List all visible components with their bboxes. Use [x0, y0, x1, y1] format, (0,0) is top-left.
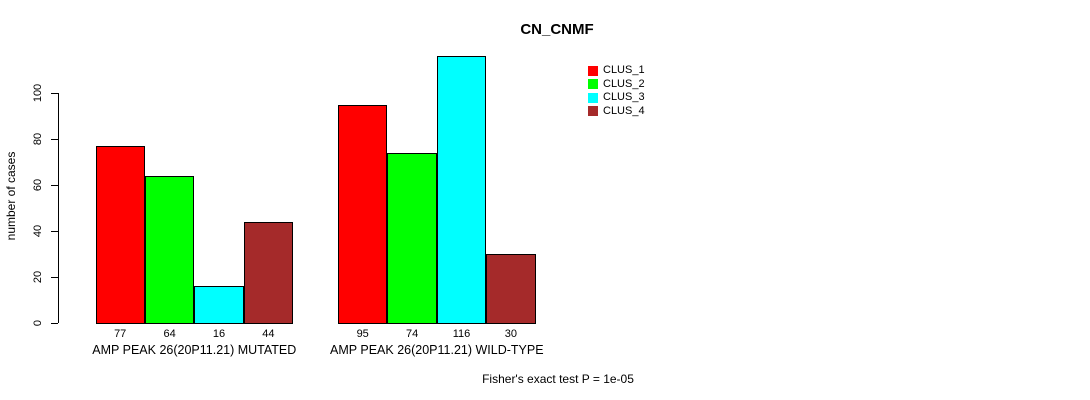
y-axis-tick — [51, 93, 58, 94]
bar — [338, 104, 388, 324]
bar — [387, 152, 437, 324]
bar — [486, 254, 536, 324]
bar-value-label: 74 — [405, 328, 419, 340]
y-axis-tick — [51, 185, 58, 186]
bar — [436, 56, 487, 324]
bar — [243, 221, 294, 324]
legend-label: CLUS_2 — [603, 77, 645, 90]
bar — [144, 175, 195, 324]
bar — [95, 145, 145, 324]
legend-swatch — [588, 65, 598, 76]
legend-item: CLUS_4 — [588, 105, 645, 119]
footer-annotation: Fisher's exact test P = 1e-05 — [482, 372, 634, 386]
group-label: AMP PEAK 26(20P11.21) MUTATED — [92, 343, 297, 357]
bar-value-label: 30 — [504, 328, 518, 340]
bar — [194, 286, 244, 324]
bar-value-label: 16 — [212, 328, 226, 340]
legend-swatch — [588, 79, 598, 90]
y-axis-tick-label: 100 — [32, 83, 44, 103]
y-axis-tick-label: 0 — [32, 319, 44, 327]
y-axis-tick — [51, 323, 58, 324]
legend-item: CLUS_1 — [588, 64, 645, 78]
y-axis-tick-label: 20 — [32, 270, 44, 284]
legend-swatch — [588, 106, 598, 117]
y-axis-tick-label: 80 — [32, 132, 44, 146]
y-axis-tick — [51, 231, 58, 232]
legend-swatch — [588, 92, 598, 103]
legend-item: CLUS_2 — [588, 78, 645, 92]
y-axis-tick-label: 60 — [32, 178, 44, 192]
bar-value-label: 77 — [114, 328, 127, 340]
legend-label: CLUS_3 — [603, 91, 645, 104]
chart-title: CN_CNMF — [520, 21, 594, 38]
legend-label: CLUS_1 — [603, 64, 645, 77]
y-axis-tick — [51, 139, 58, 140]
y-axis-line — [58, 93, 59, 323]
group-label: AMP PEAK 26(20P11.21) WILD-TYPE — [330, 343, 544, 357]
bar-value-label: 116 — [452, 328, 471, 340]
legend: CLUS_1 CLUS_2 CLUS_3 CLUS_4 — [588, 64, 645, 118]
bar-value-label: 44 — [262, 328, 275, 340]
bar-value-label: 64 — [163, 328, 176, 340]
y-axis-tick — [51, 277, 58, 278]
legend-item: CLUS_3 — [588, 91, 645, 105]
bar-value-label: 95 — [356, 328, 369, 340]
legend-label: CLUS_4 — [603, 104, 645, 117]
y-axis-tick-label: 40 — [32, 224, 44, 238]
